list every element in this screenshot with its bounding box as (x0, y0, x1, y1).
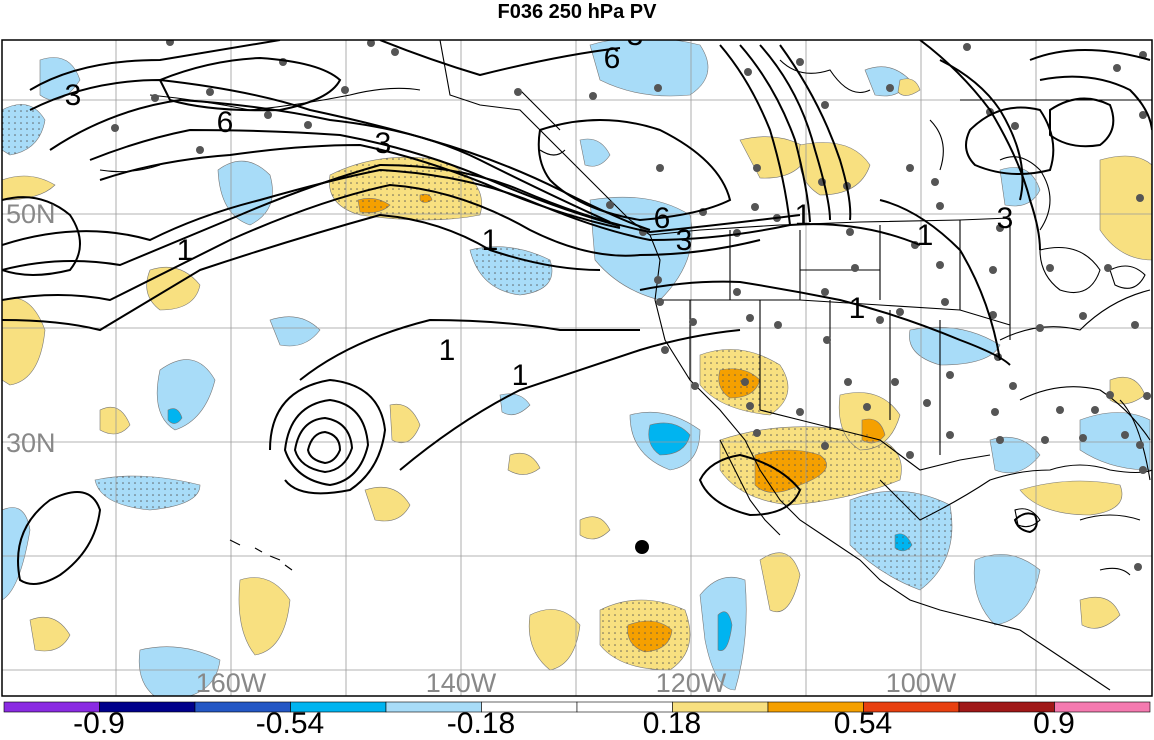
contour-label: 3 (997, 202, 1014, 235)
contour-label: 1 (439, 334, 456, 367)
contour-label: 6 (217, 106, 234, 139)
colorbar-tick-label: 0.18 (642, 707, 702, 740)
contour-label: 1 (795, 199, 812, 232)
longitude-label: 100W (886, 668, 957, 698)
colorbar-tick-label: -0.54 (255, 707, 325, 740)
map-frame (1, 39, 1153, 697)
colorbar-tick-label: -0.9 (73, 707, 125, 740)
contour-label: 1 (177, 234, 194, 267)
contour-label: 1 (482, 224, 499, 257)
latitude-label: 50N (6, 199, 56, 229)
longitude-label: 160W (196, 668, 267, 698)
latitude-label: 30N (6, 428, 56, 458)
station-dots (111, 40, 1151, 571)
grid-labels: 50N 30N 160W 140W 120W 100W (6, 199, 957, 698)
map-title: F036 250 hPa PV (497, 1, 657, 23)
contour-label: 6 (654, 202, 671, 235)
colorbar-tick-label: -0.18 (446, 707, 516, 740)
marker-dot (635, 540, 649, 554)
longitude-label: 140W (426, 668, 497, 698)
colorbar-tick-label: 0.9 (1033, 707, 1075, 740)
contour-label: 3 (627, 19, 644, 52)
colorbar-segment (1054, 701, 1151, 713)
contour-label: 1 (849, 292, 866, 325)
contour-labels: 6 3 6 3 1 1 6 3 1 1 1 1 3 3 1 3 (65, 19, 1014, 392)
contour-label: 3 (65, 79, 82, 112)
colorbar-tick-label: 0.54 (833, 707, 893, 740)
contour-label: 1 (917, 219, 934, 252)
contour-label: 1 (512, 359, 529, 392)
contour-label: 3 (375, 127, 392, 160)
longitude-label: 120W (656, 668, 727, 698)
contour-label: 6 (604, 42, 621, 75)
pv-contours (2, 40, 1152, 585)
contour-label: 3 (676, 224, 693, 257)
colorbar (3, 701, 1151, 713)
